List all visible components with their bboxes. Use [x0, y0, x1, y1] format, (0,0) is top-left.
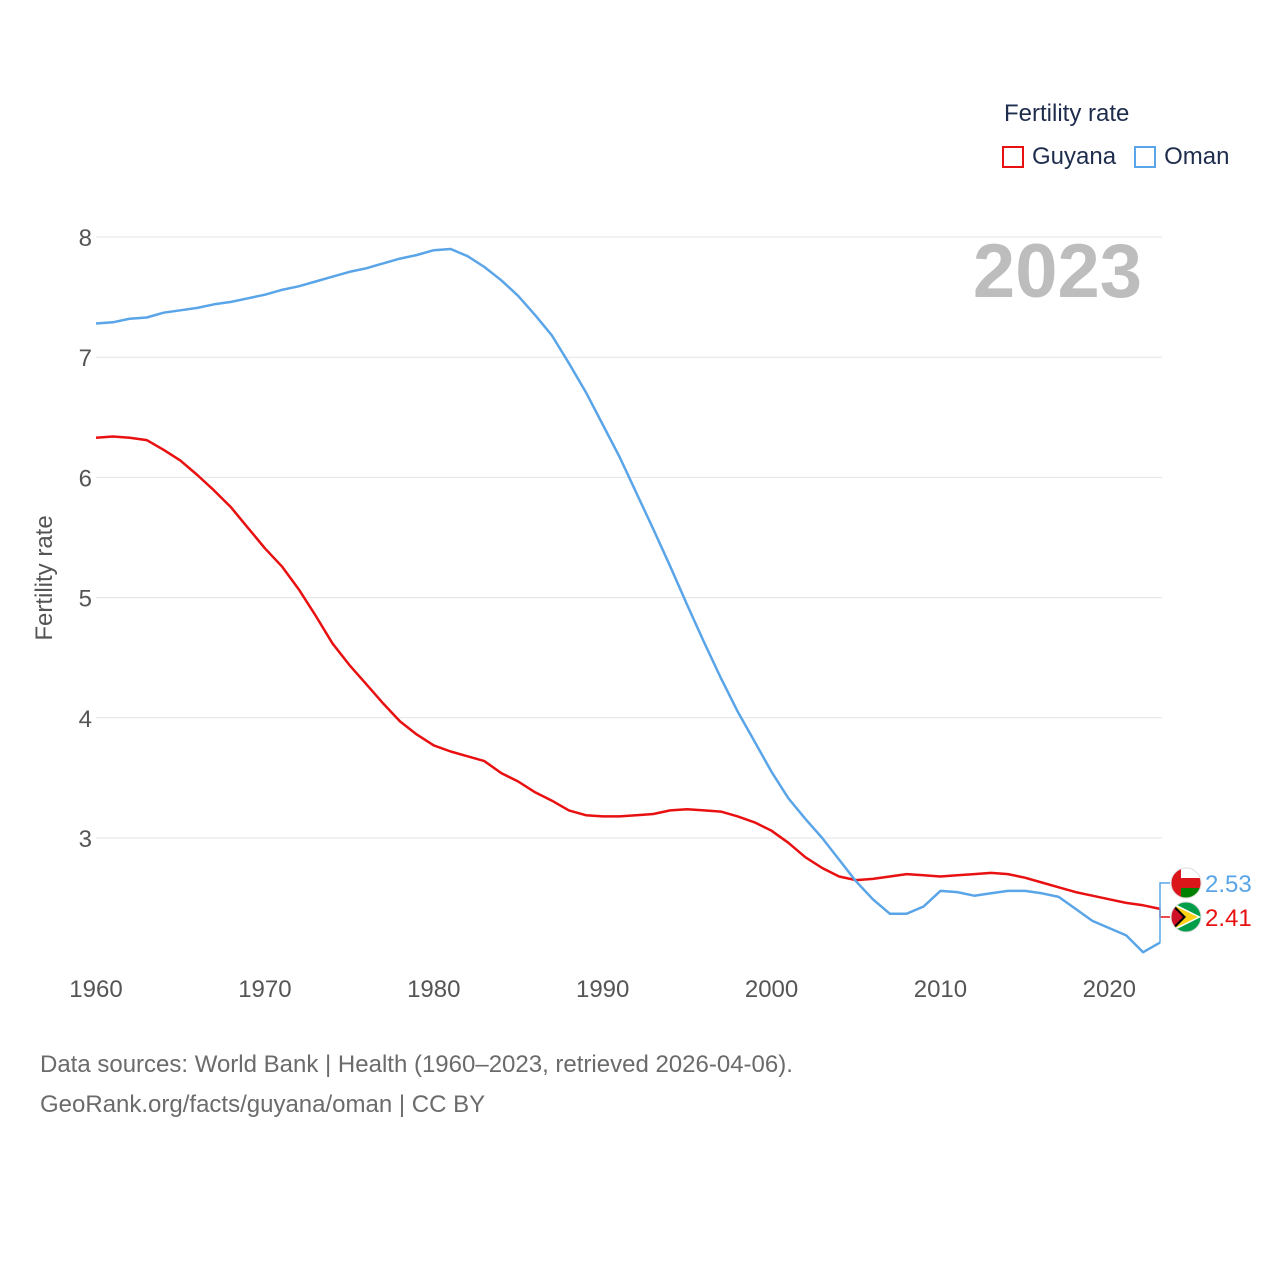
legend-label-guyana: Guyana: [1032, 143, 1117, 170]
source-line-1: Data sources: World Bank | Health (1960–…: [40, 1051, 793, 1078]
legend-item-oman[interactable]: Oman: [1134, 143, 1229, 171]
y-tick-label: 5: [79, 586, 92, 613]
legend-item-guyana[interactable]: Guyana: [1002, 143, 1116, 171]
x-axis-ticks: 1960 1970 1980 1990 2000 2010 2020: [69, 976, 1136, 1003]
data-source: Data sources: World Bank | Health (1960–…: [40, 1045, 793, 1125]
connector-oman: [1159, 882, 1170, 943]
gridlines: [96, 236, 1162, 839]
y-axis-label: Fertility rate: [31, 515, 58, 640]
y-tick-label: 7: [79, 345, 92, 372]
series-lines: [95, 247, 1161, 954]
legend-swatch-oman: [1134, 146, 1157, 168]
y-tick-label: 3: [79, 826, 92, 853]
legend-swatch-guyana: [1002, 146, 1024, 168]
end-markers: 2.41 2.53: [1159, 867, 1252, 943]
y-tick-label: 8: [79, 225, 92, 252]
y-tick-label: 6: [79, 465, 92, 492]
end-label-oman: 2.53: [1205, 871, 1252, 898]
x-tick-label: 2010: [914, 976, 967, 1003]
x-tick-label: 1980: [407, 976, 460, 1003]
x-tick-label: 1970: [238, 976, 291, 1003]
y-tick-label: 4: [79, 706, 92, 733]
guyana-flag-icon: [1170, 901, 1202, 933]
legend: Guyana Oman: [1002, 143, 1247, 171]
end-label-guyana: 2.41: [1205, 905, 1252, 932]
x-tick-label: 1990: [576, 976, 629, 1003]
year-label: 2023: [972, 229, 1142, 314]
y-axis-ticks: 3 4 5 6 7 8: [79, 225, 92, 853]
x-tick-label: 1960: [69, 976, 122, 1003]
connector-guyana: [1159, 908, 1170, 918]
x-tick-label: 2020: [1083, 976, 1136, 1003]
source-line-2[interactable]: GeoRank.org/facts/guyana/oman | CC BY: [40, 1091, 486, 1118]
x-tick-label: 2000: [745, 976, 798, 1003]
legend-title: Fertility rate: [1004, 100, 1130, 127]
oman-flag-icon: [1170, 867, 1202, 899]
series-line-guyana: [95, 435, 1161, 911]
legend-label-oman: Oman: [1164, 143, 1230, 170]
series-line-oman: [95, 247, 1161, 954]
